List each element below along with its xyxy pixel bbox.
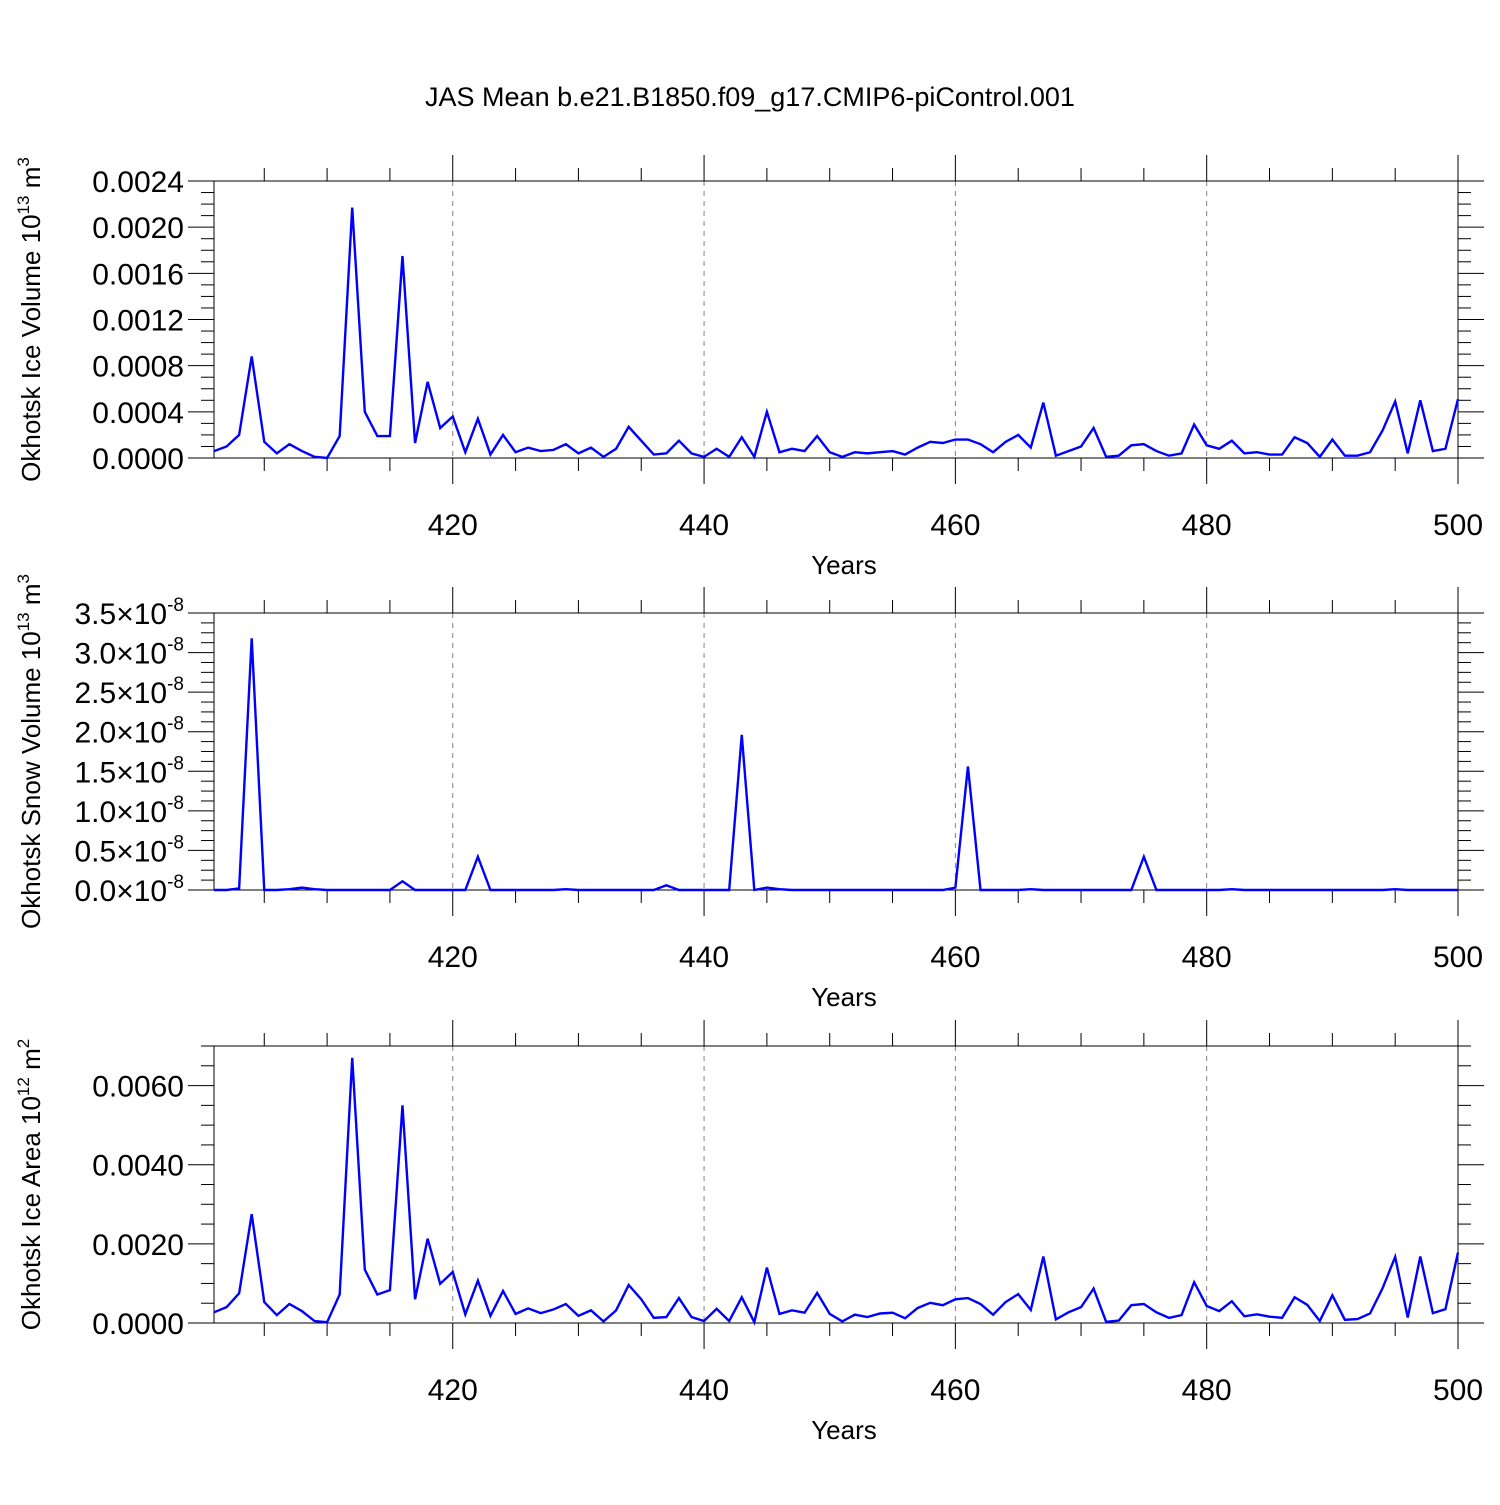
- series-line: [213, 1057, 1460, 1326]
- x-tick-label: 460: [930, 1374, 980, 1407]
- panel-2: 420 440 460 480 500 Years 0.0×10-8 0.5×10-81.0×…: [14, 574, 1484, 1012]
- y-tick-label: 3.0×10-8: [75, 635, 185, 671]
- y-tick-label: 3.5×10-8: [75, 595, 185, 631]
- y-axis-title: Okhotsk Ice Volume 1013 m3: [14, 157, 46, 482]
- x-tick-label: 420: [428, 509, 478, 542]
- chart-title: JAS Mean b.e21.B1850.f09_g17.CMIP6-piCon…: [425, 82, 1075, 112]
- x-axis-title: Years: [811, 550, 877, 580]
- plot-frame: [213, 180, 1459, 459]
- y-tick-label: 1.5×10-8: [75, 753, 185, 789]
- x-tick-label: 440: [679, 1374, 729, 1407]
- y-tick-label: 0.0004: [92, 397, 184, 430]
- y-tick-label: 0.0012: [92, 305, 184, 338]
- x-axis-title: Years: [811, 1415, 877, 1445]
- y-axis-title: Okhotsk Ice Area 1012 m2: [14, 1039, 46, 1330]
- chart-panels: 420 440 460 480 500 Years 0.0000 0.0004 0.0008 0.…: [14, 155, 1484, 1445]
- series-line: [214, 638, 1458, 892]
- x-tick-label: 500: [1433, 509, 1483, 542]
- x-tick-label: 460: [930, 941, 980, 974]
- y-tick-label: 0.0016: [92, 258, 184, 291]
- plot-frame: [213, 612, 1459, 891]
- y-tick-label: 0.0008: [92, 351, 184, 384]
- y-tick-label: 0.0024: [92, 166, 184, 199]
- y-tick-label: 0.0×10-8: [75, 872, 185, 908]
- y-tick-label: 0.0020: [92, 1229, 184, 1262]
- y-tick-label: 1.0×10-8: [75, 793, 185, 829]
- y-tick-label: 0.0000: [92, 1308, 184, 1341]
- panel-1: 420 440 460 480 500 Years 0.0000 0.0004 0.0008 0.…: [14, 155, 1484, 580]
- y-tick-label: 0.0020: [92, 212, 184, 245]
- x-tick-label: 440: [679, 941, 729, 974]
- x-tick-label: 480: [1182, 941, 1232, 974]
- y-tick-label: 2.0×10-8: [75, 714, 185, 750]
- x-tick-label: 480: [1182, 509, 1232, 542]
- y-tick-label: 0.0040: [92, 1150, 184, 1183]
- x-tick-label: 420: [428, 1374, 478, 1407]
- x-tick-label: 420: [428, 941, 478, 974]
- x-tick-label: 440: [679, 509, 729, 542]
- x-tick-label: 460: [930, 509, 980, 542]
- x-axis-title: Years: [811, 982, 877, 1012]
- x-tick-label: 500: [1433, 1374, 1483, 1407]
- plot-frame: [213, 1045, 1459, 1324]
- y-tick-label: 0.0000: [92, 443, 184, 476]
- series-line: [213, 207, 1460, 460]
- y-tick-label: 2.5×10-8: [75, 674, 185, 710]
- y-tick-label: 0.5×10-8: [75, 832, 185, 868]
- x-tick-label: 480: [1182, 1374, 1232, 1407]
- y-tick-label: 0.0060: [92, 1071, 184, 1104]
- x-tick-label: 500: [1433, 941, 1483, 974]
- y-axis-title: Okhotsk Snow Volume 1013 m3: [14, 574, 46, 929]
- panel-3: 420 440 460 480 500 Years 0.0000 0.0020 0.0040 0.…: [14, 1020, 1484, 1445]
